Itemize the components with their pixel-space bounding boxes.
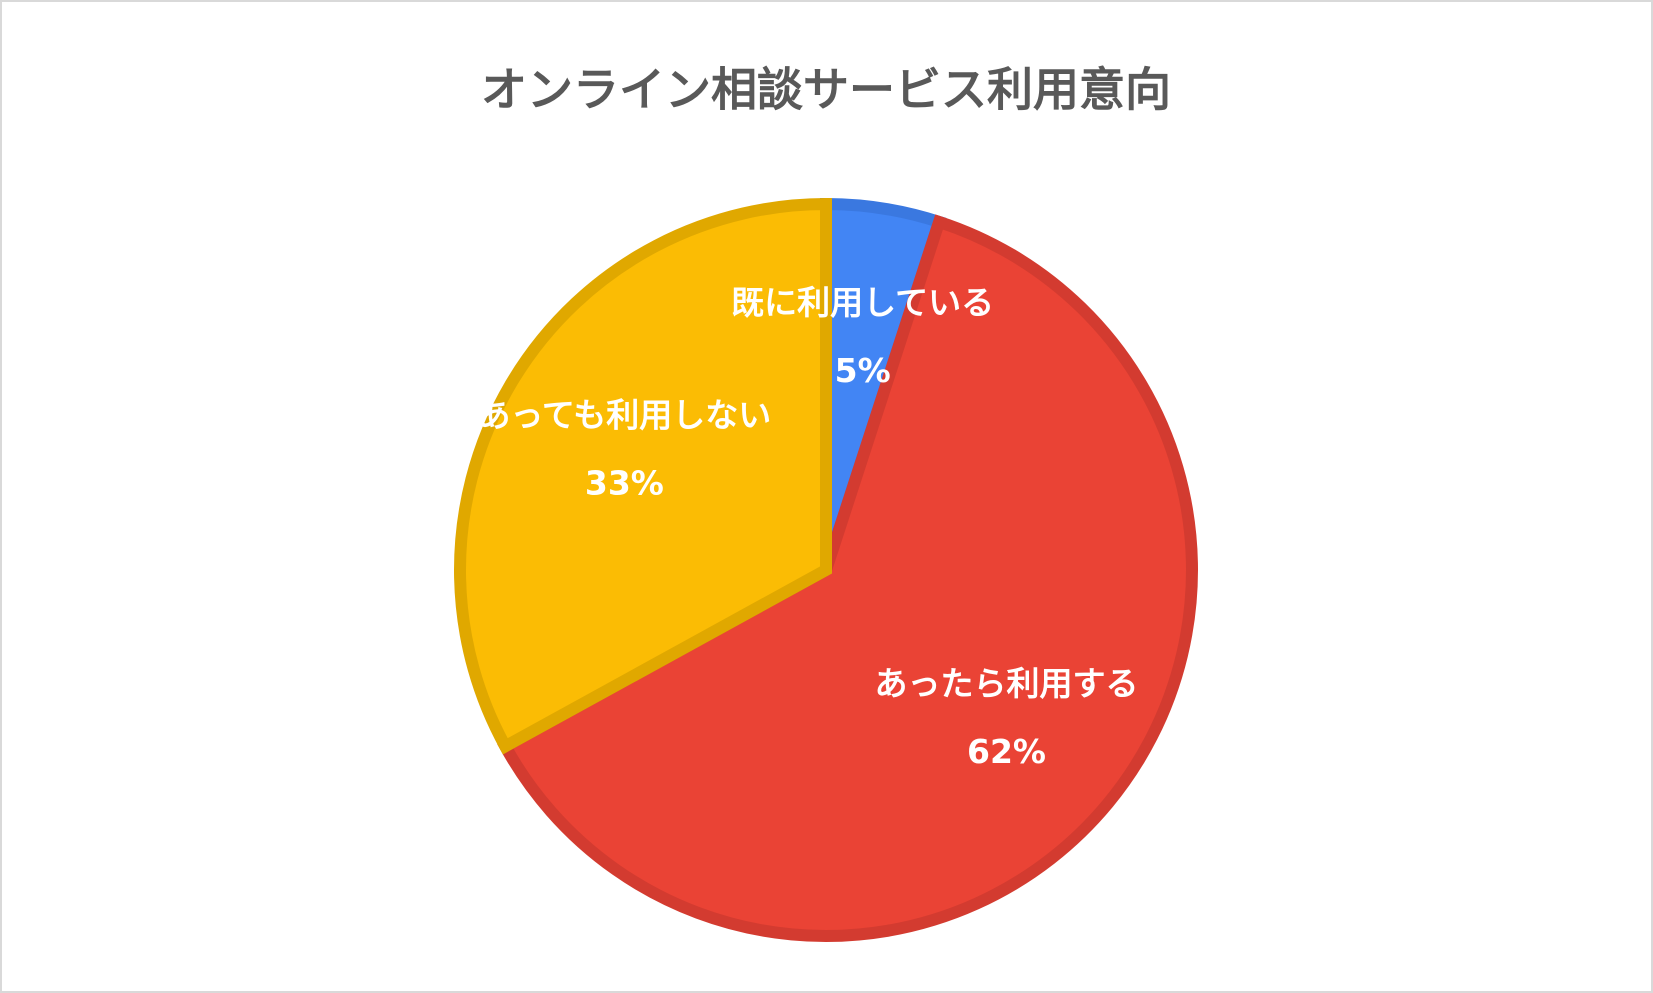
- value-label: 62%: [967, 732, 1046, 771]
- slice-label: 既に利用している: [731, 283, 994, 322]
- slice-label: あっても利用しない: [478, 395, 772, 434]
- slice-label: あったら利用する: [874, 664, 1138, 703]
- pie-slice: [497, 214, 1198, 942]
- chart-title: オンライン相談サービス利用意向: [481, 63, 1171, 117]
- value-label: 5%: [835, 351, 891, 390]
- pie-slice: [454, 197, 832, 755]
- value-label: 33%: [585, 463, 664, 502]
